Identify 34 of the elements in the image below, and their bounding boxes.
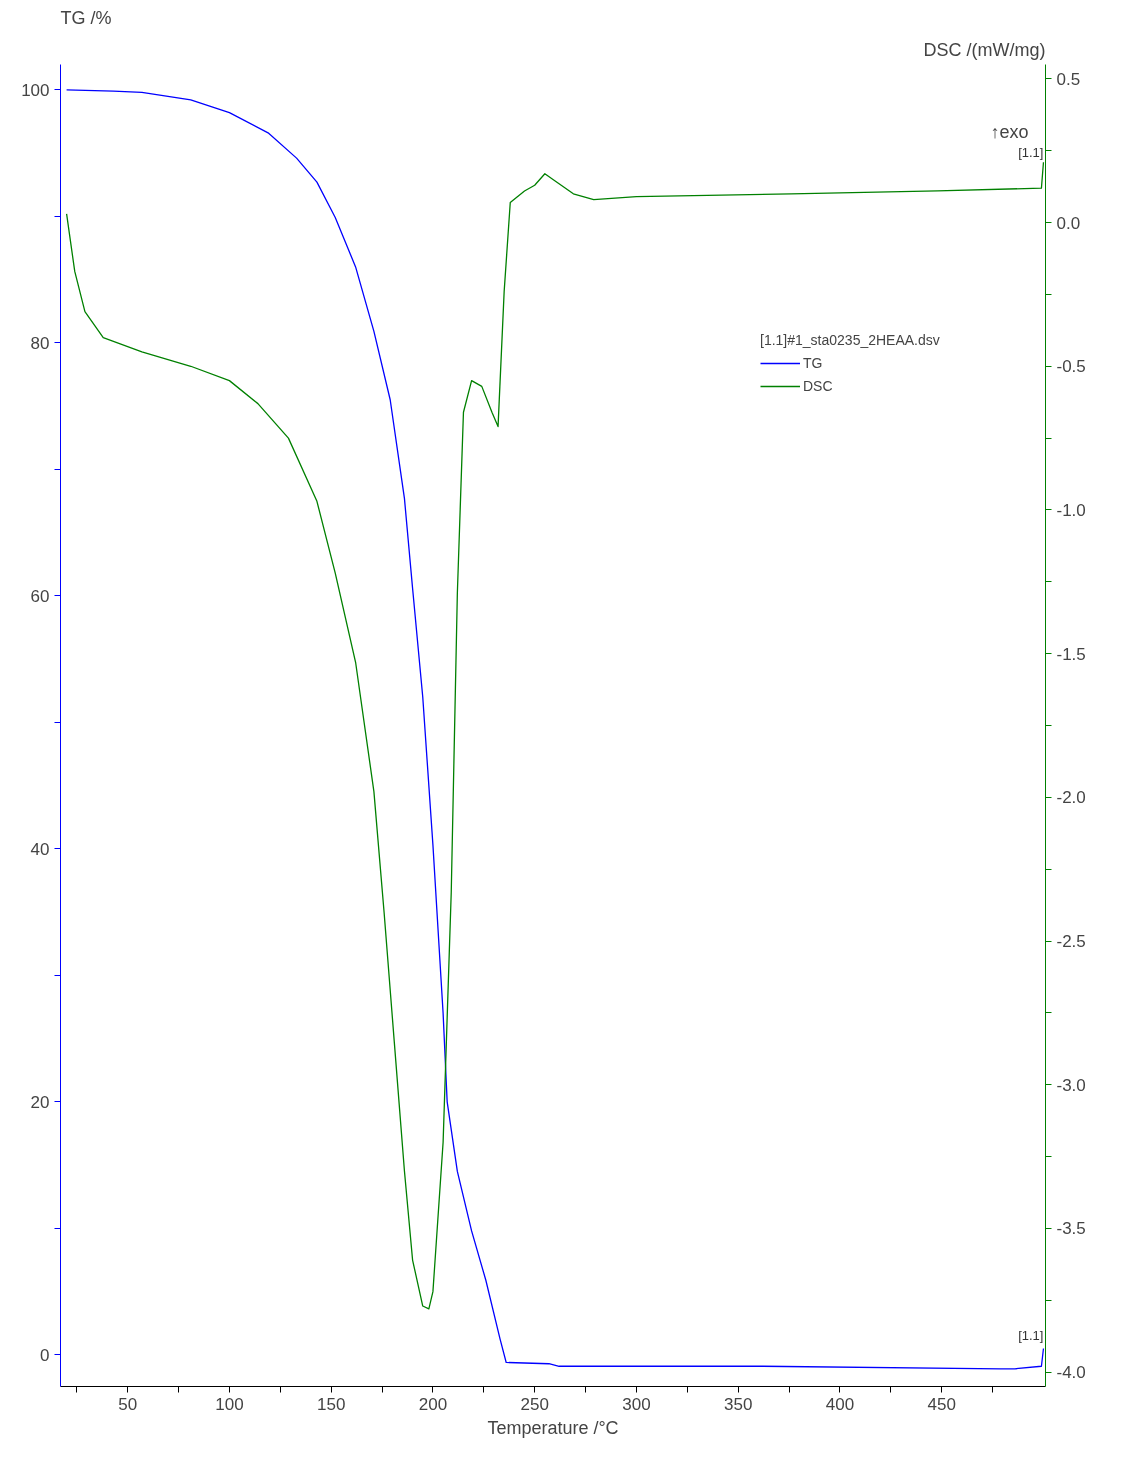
y2-tick-label: -2.0	[1056, 788, 1086, 808]
legend-title: [1.1]#1_sta0235_2HEAA.dsv	[760, 332, 940, 348]
y2-tick-label: -4.0	[1056, 1363, 1086, 1383]
annotation: ↑exo	[990, 121, 1029, 142]
legend-label: TG	[803, 355, 823, 371]
y2-tick-label: 0.5	[1056, 69, 1081, 89]
y-tick-label: 60	[30, 586, 50, 606]
y2-tick-label: -1.5	[1056, 644, 1086, 664]
x-tick-label: 50	[118, 1394, 138, 1414]
x-tick-label: 250	[520, 1394, 549, 1414]
y-tick-label: 80	[30, 333, 50, 353]
x-axis-title: Temperature /°C	[487, 1417, 619, 1438]
annotation: [1.1]	[1018, 144, 1044, 160]
x-tick-label: 300	[622, 1394, 651, 1414]
x-tick-label: 100	[215, 1394, 244, 1414]
legend-label: DSC	[803, 378, 833, 394]
y-axis-title: TG /%	[60, 7, 112, 28]
y2-tick-label: -2.5	[1056, 932, 1086, 952]
y2-axis-title: DSC /(mW/mg)	[923, 39, 1046, 60]
y-tick-label: 20	[30, 1092, 50, 1112]
y-tick-label: 100	[21, 80, 50, 100]
x-tick-label: 350	[724, 1394, 753, 1414]
x-tick-label: 200	[418, 1394, 448, 1414]
y-tick-label: 40	[30, 839, 50, 859]
x-tick-label: 400	[825, 1394, 855, 1414]
y2-tick-label: -3.5	[1056, 1219, 1086, 1239]
x-tick-label: 150	[316, 1394, 346, 1414]
x-tick-label: 450	[927, 1394, 956, 1414]
y2-tick-label: -3.0	[1056, 1075, 1086, 1095]
y2-tick-label: -1.0	[1056, 500, 1086, 520]
y2-tick-label: -0.5	[1056, 357, 1086, 377]
annotation: [1.1]	[1018, 1327, 1044, 1343]
y2-tick-label: 0.0	[1056, 213, 1081, 233]
y-tick-label: 0	[40, 1345, 50, 1365]
